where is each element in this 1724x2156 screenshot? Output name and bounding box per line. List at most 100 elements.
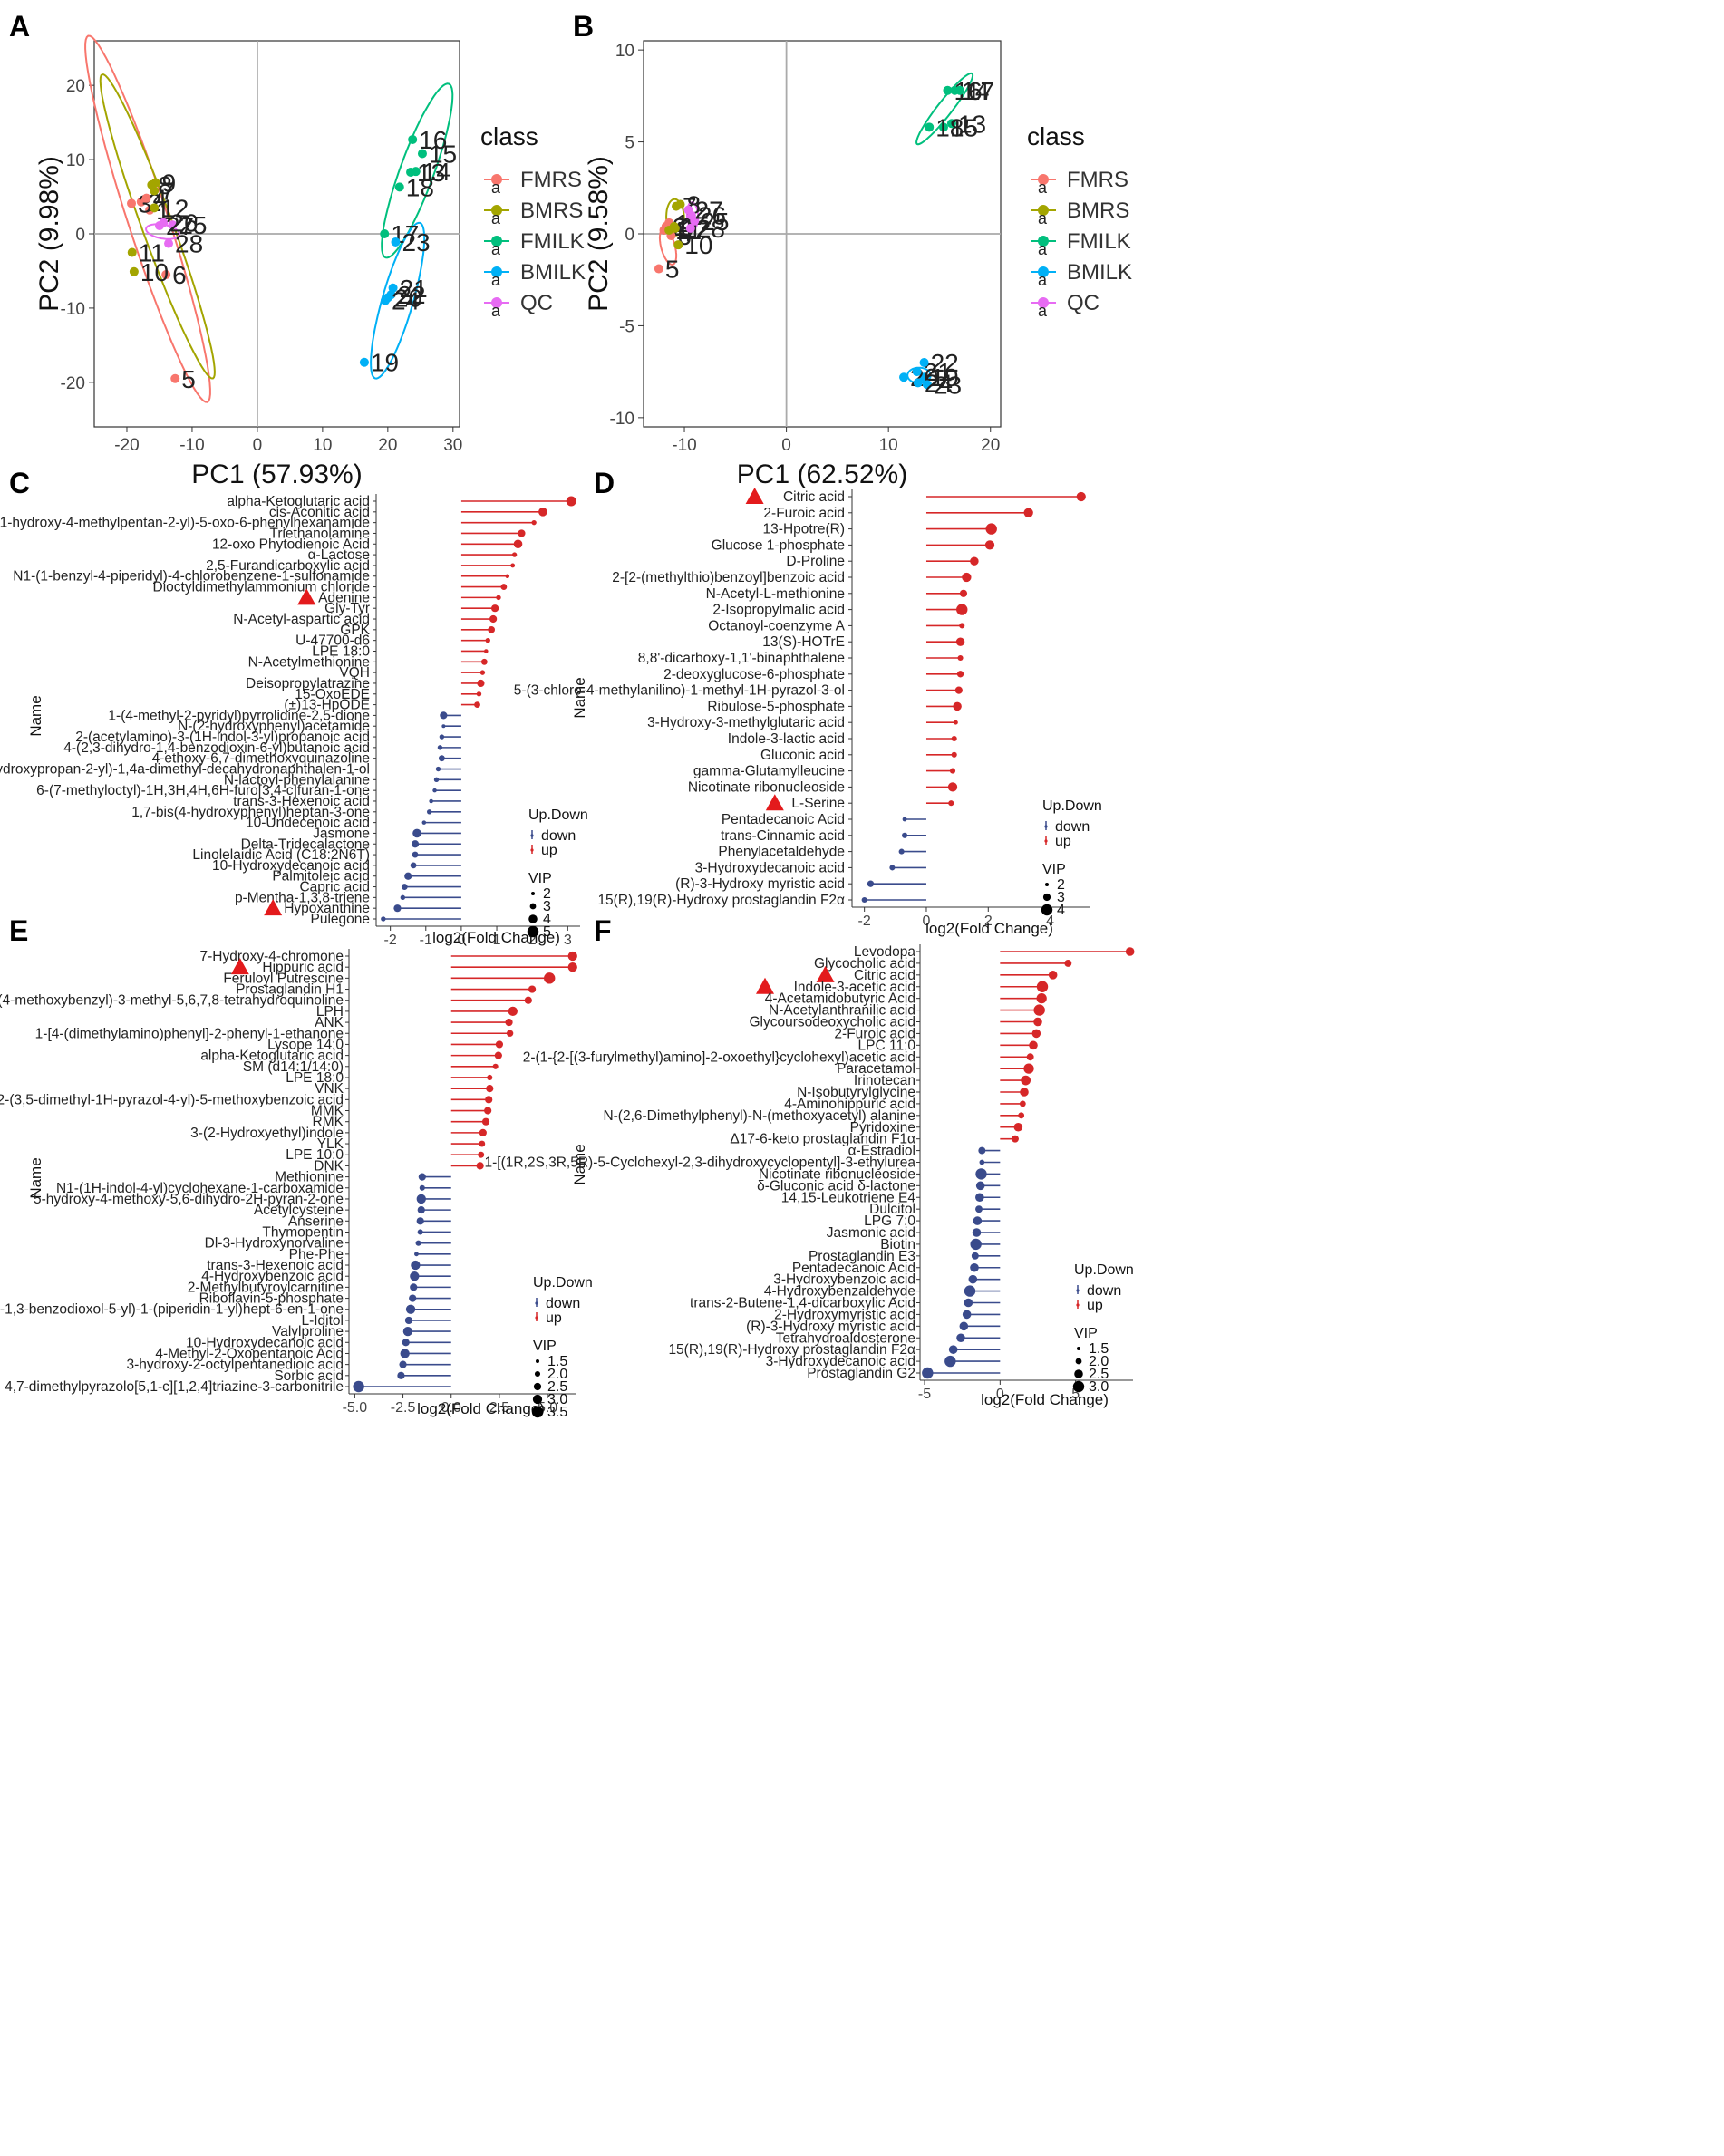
point-16	[408, 134, 418, 144]
lollipop-dot	[979, 1159, 985, 1165]
lollipop-dot	[524, 996, 532, 1004]
lollipop-dot	[417, 1206, 425, 1214]
vip-key-dot	[1075, 1358, 1082, 1365]
lollipop-dot	[944, 1355, 956, 1368]
metabolite-name: alpha-Ketoglutaric acid	[200, 1049, 344, 1064]
lollipop-dot	[409, 1294, 417, 1302]
vip-label: 1.5	[1089, 1341, 1109, 1357]
lollipop-dot	[404, 1316, 413, 1325]
legend-key-dot	[491, 266, 502, 277]
legend: class a FMRS a BMRS a FMILK a BMILK a QC	[480, 122, 586, 320]
lollipop-dot	[477, 679, 485, 688]
point-11	[127, 247, 137, 257]
vip-label: 5	[543, 924, 551, 940]
highlight-triangle-icon	[816, 965, 835, 982]
y-tick-label: -5	[619, 317, 634, 336]
lollipop-dot	[1013, 1122, 1023, 1132]
metabolite-name: α-Estradiol	[848, 1144, 915, 1159]
lollipop-dot	[975, 1181, 985, 1191]
legend-key-glyph: a	[491, 209, 501, 227]
lollipop-dot	[970, 1238, 982, 1251]
lollipop-dot	[955, 637, 965, 646]
point-19	[359, 357, 369, 367]
metabolite-name: Octanoyl-coenzyme A	[708, 618, 845, 633]
y-axis-title: Name	[571, 677, 588, 718]
point-label: 24	[392, 287, 420, 315]
point-label: 7	[160, 177, 175, 205]
metabolite-name: 13-Hpotre(R)	[763, 522, 845, 537]
legend-key-glyph: a	[491, 179, 501, 197]
lollipop-dot	[432, 788, 437, 793]
point-label: 25	[701, 208, 729, 236]
metabolite-name: Delta-Tridecalactone	[241, 836, 370, 852]
lollipop-dot	[1012, 1135, 1019, 1143]
metabolite-name: 1-[(1R,2S,3R,5R)-5-Cyclohexyl-2,3-dihydr…	[484, 1155, 915, 1171]
legend-title: class	[480, 122, 538, 150]
point-label: 16	[419, 126, 447, 154]
x-tick-label: 3	[564, 933, 572, 948]
metabolite-name: 5-(3-chloro-4-methylanilino)-1-methyl-1H…	[514, 683, 845, 699]
vip-label: 3	[1057, 890, 1065, 905]
lollipop-dot	[970, 1262, 979, 1272]
x-tick-label: -20	[114, 436, 139, 455]
lollipop-dot	[528, 985, 537, 993]
legend-label-qc: QC	[1067, 291, 1099, 315]
metabolite-name: Methionine	[275, 1170, 344, 1185]
metabolite-name: Nicotinate ribonucleoside	[759, 1166, 915, 1182]
x-tick-label: 2	[528, 933, 537, 948]
point-28	[164, 238, 174, 248]
metabolite-name: Lysope 14:0	[267, 1037, 344, 1052]
metabolite-name: Glycoursodeoxycholic acid	[749, 1015, 915, 1030]
metabolite-name: alpha-Ketoglutaric acid	[227, 494, 370, 509]
vip-key-dot	[531, 892, 535, 895]
metabolite-name: 6-(4-methoxybenzyl)-3-methyl-5,6,7,8-tet…	[0, 993, 344, 1009]
metabolite-name: Dl-3-Hydroxynorvaline	[205, 1236, 344, 1252]
metabolite-name: 2-Hydroxymyristic acid	[774, 1307, 915, 1322]
point-label: 18	[406, 173, 434, 201]
lollipop-dot	[495, 1040, 504, 1049]
point-18	[394, 182, 404, 192]
lollipop-dot	[511, 552, 518, 557]
lollipop-dot	[487, 1074, 493, 1081]
y-tick-label: 0	[75, 226, 85, 245]
metabolite-name: 6-(7-methyloctyl)-1H,3H,4H,6H-furo[3,4-c…	[36, 783, 370, 798]
metabolite-name: Triethanolamine	[269, 526, 370, 541]
legend-label-fmilk: FMILK	[520, 229, 585, 254]
point-label: 1	[156, 197, 170, 225]
metabolite-name: Biotin	[880, 1237, 915, 1252]
lollipop-dot	[1026, 1053, 1034, 1061]
metabolite-name: ANK	[315, 1015, 344, 1030]
legend-key-dot	[530, 834, 534, 837]
lollipop-dot	[415, 1240, 421, 1246]
legend-label-bmilk: BMILK	[1067, 260, 1132, 285]
lollipop-dot	[962, 1310, 972, 1320]
metabolite-name: LPE 18:0	[286, 1070, 344, 1086]
lollipop-dot	[954, 720, 958, 725]
metabolite-name: Gluconic acid	[760, 748, 845, 763]
legend-label-down: down	[1055, 819, 1090, 835]
legend-key-dot	[1038, 266, 1049, 277]
point-12	[150, 203, 160, 213]
metabolite-name: VNK	[315, 1081, 344, 1097]
lollipop-dot	[902, 832, 908, 838]
metabolite-name: Prostaglandin G2	[807, 1366, 915, 1381]
lollipop-dot	[1023, 508, 1033, 517]
lollipop-dot	[531, 519, 537, 526]
point-6	[161, 270, 171, 280]
vip-label: 2	[543, 886, 551, 902]
point-label: 11	[139, 238, 165, 266]
lollipop-dot	[435, 766, 441, 772]
lollipop-dot	[421, 820, 427, 825]
lollipop-dot	[418, 1173, 426, 1181]
metabolite-name: Phenylacetaldehyde	[718, 845, 845, 860]
lollipop-dot	[414, 1252, 419, 1257]
metabolite-name: Levodopa	[854, 944, 915, 960]
metabolite-name: 10-Hydroxydecanoic acid	[186, 1335, 344, 1350]
legend-key-glyph: a	[1038, 271, 1048, 289]
metabolite-name: 3-Hydroxydecanoic acid	[695, 860, 845, 875]
metabolite-name: α-Lactose	[308, 547, 370, 563]
x-tick-label: 2.5	[489, 1400, 509, 1416]
x-tick-label: 0	[996, 1387, 1004, 1402]
